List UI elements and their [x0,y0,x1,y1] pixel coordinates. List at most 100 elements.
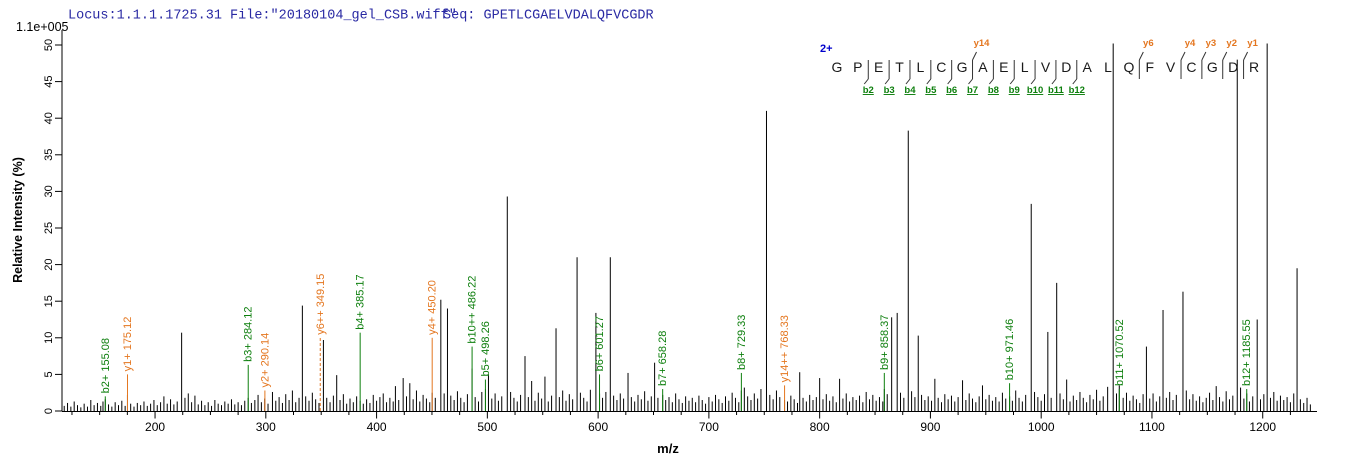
b-ion-label: b4+ 385.17 [355,274,367,329]
y-ion-label: y6++ 349.15 [315,274,327,335]
peptide-residue: R [1249,59,1259,75]
peptide-residue: G [957,59,968,75]
y-axis-title: Relative Intensity (%) [11,157,25,283]
b-ion-annotation-label: b6 [946,85,957,96]
y-axis-tick-label: 45 [43,75,55,87]
x-axis-tick-label: 700 [699,420,719,434]
peptide-residue: V [1166,59,1176,75]
b-ion-annotation-label: b4 [904,85,916,96]
b-ion-label: b10++ 486.22 [467,276,479,344]
fragment-ion-labels: b2+ 155.08 y1+ 175.12 b3+ 284.12 y2+ 290.14… [100,274,1253,411]
y-axis-tick-label: 25 [43,222,55,234]
y-axis-tick-label: 30 [43,185,55,197]
y-cleavage-diagonal [1138,51,1144,61]
b-ion-annotation-label: b8 [988,85,999,96]
b-cleavage-diagonal [926,78,932,85]
peptide-residue: G [1207,59,1218,75]
peptide-residue: A [978,59,988,75]
x-axis-tick-label: 600 [588,420,608,434]
y-ion-label: y4+ 450.20 [427,280,439,335]
b-ion-annotation-label: b5 [925,85,937,96]
y-ion-annotation-label: y3 [1206,38,1217,49]
y-ion-annotation-label: y2 [1226,38,1237,49]
peptide-residue: D [1061,59,1071,75]
b-cleavage-diagonal [1009,78,1015,85]
y-ion-annotation-label: y6 [1143,38,1154,49]
y-ion-label: y14++ 768.33 [779,315,791,382]
b-ion-label: b2+ 155.08 [100,338,112,393]
header-locus-file: Locus:1.1.1.1725.31 File:"20180104_gel_C… [68,9,457,24]
b-ion-label: b5+ 498.26 [480,321,492,376]
y-axis-tick-label: 10 [43,332,55,344]
b-ion-annotation-label: b9 [1009,85,1020,96]
b-cleavage-diagonal [988,78,994,85]
peptide-residue: P [853,59,862,75]
peptide-residue: C [936,59,946,75]
x-axis-tick-label: 1100 [1139,420,1165,434]
b-ion-annotation-label: b12 [1069,85,1085,96]
peptide-residue: C [1186,59,1196,75]
b-ion-annotation-label: b3 [884,85,895,96]
y-axis-tick-label: 20 [43,258,55,270]
peptide-residue: F [1145,59,1154,75]
peptide-sequence-annotation: G P E T L C G A E L V D A L Q F V C G D Rb2 b3 b4 b5 b6 b7 b8 b9 b10… [832,38,1260,96]
peptide-residue: A [1083,59,1093,75]
y-axis-tick-label: 40 [43,112,55,124]
peptide-residue: T [895,59,904,75]
peptide-residue: Q [1123,59,1134,75]
b-cleavage-diagonal [1051,78,1057,85]
b-ion-annotation-label: b7 [967,85,978,96]
peptide-residue: G [832,59,843,75]
peptide-residue: V [1041,59,1051,75]
b-ion-annotation-label: b10 [1027,85,1043,96]
y-ion-label: y2+ 290.14 [259,333,271,388]
peptide-residue: D [1228,59,1238,75]
b-cleavage-diagonal [905,78,911,85]
b-ion-label: b12+ 1185.55 [1241,319,1253,386]
b-ion-label: b10+ 971.46 [1004,319,1016,380]
peptide-residue: E [999,59,1008,75]
y-axis-tick-label: 0 [43,408,55,414]
x-axis-tick-label: 300 [256,420,276,434]
precursor-charge-label: 2+ [820,43,833,55]
peptide-residue: E [874,59,883,75]
y-cleavage-diagonal [1180,51,1186,61]
b-ion-label: b6+ 601.27 [594,316,606,371]
b-ion-label: b9+ 858.37 [879,315,891,370]
x-axis-tick-label: 1000 [1028,420,1055,434]
x-axis-tick-label: 500 [477,420,497,434]
axes: 0 5 10 15 20 25 30 35 40 45 50 200 300 400 500 600 700 80… [43,30,1317,434]
x-axis-tick-label: 1200 [1249,420,1276,434]
y-cleavage-diagonal [1201,51,1207,61]
b-ion-label: b11+ 1070.52 [1114,319,1126,386]
b-ion-annotation-label: b2 [863,85,874,96]
b-cleavage-diagonal [1072,78,1078,85]
b-cleavage-diagonal [863,78,869,85]
y-ion-annotation-label: y14 [974,38,991,49]
y-axis-tick-label: 50 [43,39,55,51]
b-ion-annotation-label: b11 [1048,85,1065,96]
peptide-residue: L [1021,59,1029,75]
b-ion-label: b8+ 729.33 [736,315,748,370]
peptide-residue: L [1104,59,1112,75]
x-axis-tick-label: 800 [810,420,830,434]
b-ion-label: b7+ 658.28 [657,331,669,386]
y-axis-tick-label: 5 [43,371,55,377]
b-ion-label: b3+ 284.12 [243,307,255,362]
header-seq: Seq: GPETLCGAELVDALQFVCGDR [443,9,654,24]
peptide-residue: L [917,59,925,75]
b-cleavage-diagonal [968,78,973,85]
y-ion-annotation-label: y4 [1185,38,1196,49]
y-axis-tick-label: 15 [43,295,55,307]
y-cleavage-diagonal [1222,51,1228,61]
y-cleavage-diagonal [1243,51,1249,61]
y-cleavage-diagonal [972,51,977,61]
x-axis-title: m/z [657,441,679,456]
b-cleavage-diagonal [884,78,890,85]
y-axis-tick-label: 35 [43,149,55,161]
max-intensity-label: 1.1e+005 [16,20,69,34]
y-ion-label: y1+ 175.12 [122,317,134,372]
b-cleavage-diagonal [947,78,953,85]
